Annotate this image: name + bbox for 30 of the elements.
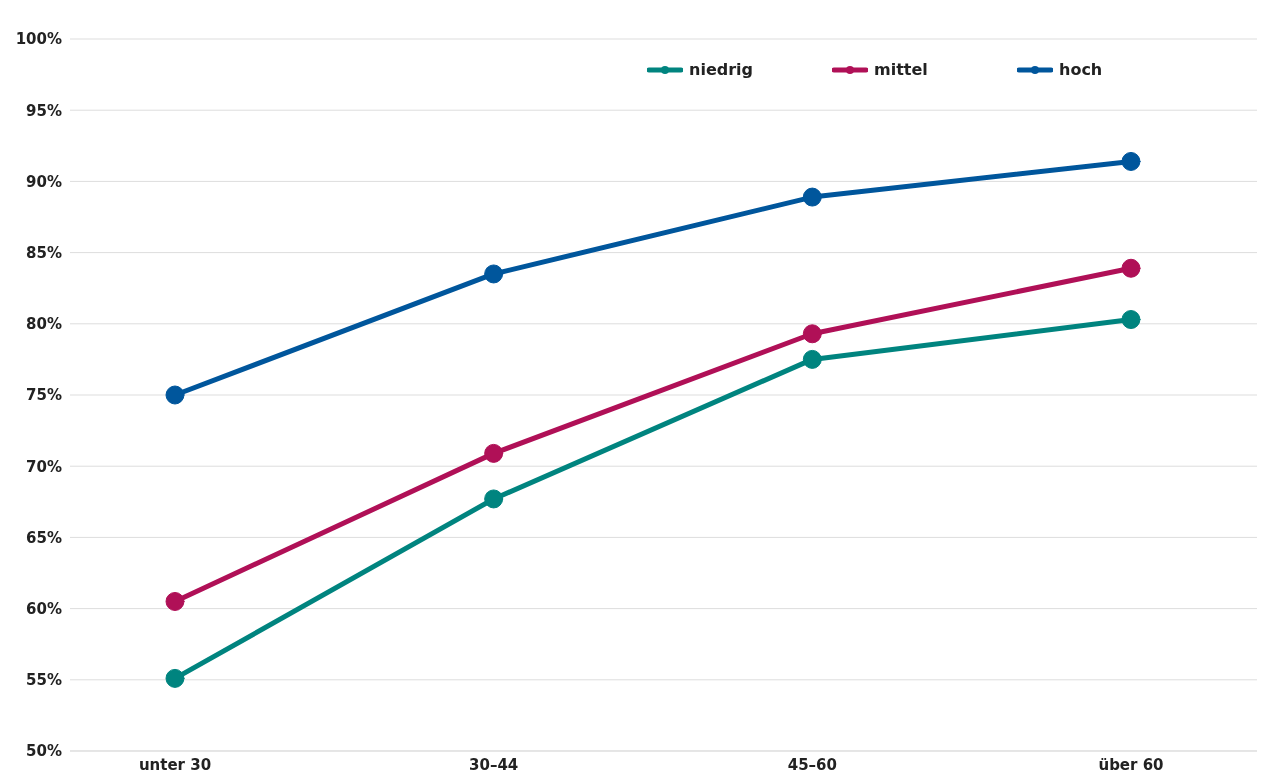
y-tick-label: 75% <box>26 386 62 405</box>
x-tick-label: 30–44 <box>469 755 519 774</box>
y-tick-label: 50% <box>26 742 62 761</box>
point <box>165 668 185 688</box>
y-tick-label: 90% <box>26 172 62 191</box>
y-tick-label: 85% <box>26 243 62 262</box>
x-tick-label: 45–60 <box>787 755 837 774</box>
point <box>1121 258 1141 278</box>
point <box>802 324 822 344</box>
point <box>484 489 504 509</box>
point <box>165 385 185 405</box>
y-tick-label: 100% <box>15 30 62 49</box>
point <box>484 264 504 284</box>
point <box>484 443 504 463</box>
legend-label: mittel <box>874 60 928 79</box>
y-tick-label: 55% <box>26 671 62 690</box>
point <box>802 349 822 369</box>
x-tick-label: unter 30 <box>138 755 212 774</box>
point <box>1121 310 1141 330</box>
point <box>1121 151 1141 171</box>
legend-label: hoch <box>1059 60 1103 79</box>
y-tick-label: 95% <box>26 101 62 120</box>
y-tick-label: 60% <box>26 599 62 618</box>
y-tick-label: 80% <box>26 315 62 334</box>
x-tick-label: über 60 <box>1098 755 1164 774</box>
point <box>165 591 185 611</box>
legend-label: niedrig <box>689 60 754 79</box>
y-tick-label: 70% <box>26 457 62 476</box>
y-tick-label: 65% <box>26 528 62 547</box>
point <box>802 187 822 207</box>
